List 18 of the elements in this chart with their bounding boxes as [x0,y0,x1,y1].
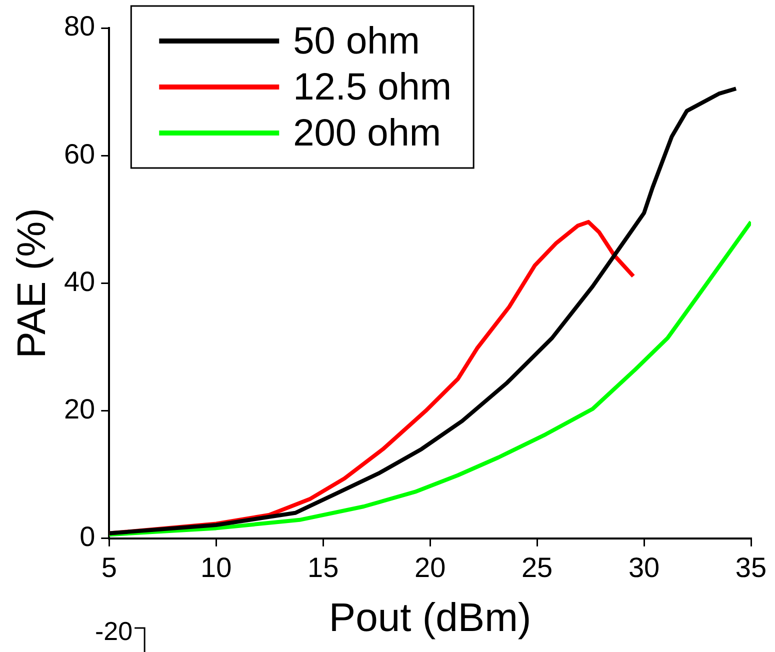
x-tick-label: 10 [200,552,232,583]
x-tick-label: 30 [628,552,660,583]
legend-label: 50 ohm [293,20,420,62]
legend-label: 12.5 ohm [293,66,452,108]
x-tick-label: 15 [308,552,339,583]
y-tick-label: 0 [80,521,96,552]
x-tick-label: 20 [414,552,446,583]
x-tick-label: 35 [735,552,767,583]
x-axis-title: Pout (dBm) [328,596,532,640]
text: -20 [95,616,133,646]
y-tick-label: 80 [64,10,96,42]
y-tick-label: 60 [64,138,96,170]
x-tick-label: 25 [521,552,553,583]
y-tick-label: 40 [64,266,96,297]
legend-label: 200 ohm [293,112,442,154]
y-axis-title: PAE (%) [10,208,54,358]
y-tick-label: 20 [64,394,96,425]
x-tick-label: 5 [101,552,117,583]
